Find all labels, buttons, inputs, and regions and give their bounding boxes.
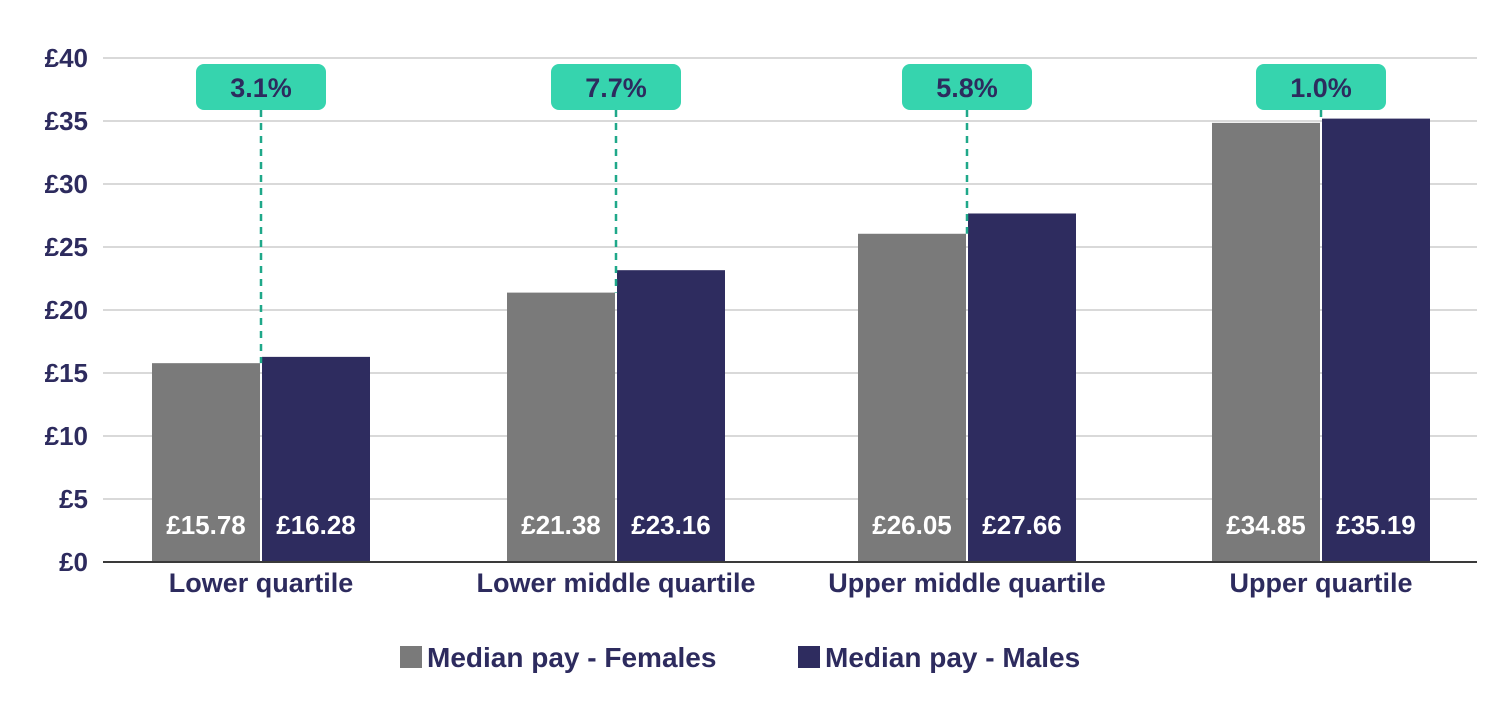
gap-badge	[902, 64, 1032, 110]
gap-badge	[196, 64, 326, 110]
y-tick-label: £30	[45, 169, 88, 199]
x-tick-label: Lower quartile	[169, 568, 354, 598]
legend: Median pay - Females Median pay - Males	[400, 642, 1080, 673]
y-tick-label: £0	[59, 547, 88, 577]
y-tick-label: £25	[45, 232, 88, 262]
bar-males	[262, 356, 370, 562]
gap-badge-label: 5.8%	[936, 73, 998, 103]
legend-label: Median pay - Females	[427, 642, 716, 673]
legend-swatch	[400, 646, 422, 668]
y-tick-label: £35	[45, 106, 88, 136]
gap-badge	[1256, 64, 1386, 110]
gap-badge	[551, 64, 681, 110]
x-tick-label: Lower middle quartile	[476, 568, 755, 598]
bar-value-label: £23.16	[631, 510, 711, 540]
gap-badge-label: 3.1%	[230, 73, 292, 103]
gap-badge-label: 7.7%	[585, 73, 647, 103]
bar-females	[858, 233, 966, 562]
bar-value-label: £21.38	[521, 510, 601, 540]
bar-females	[1212, 122, 1320, 562]
x-tick-label: Upper middle quartile	[828, 568, 1106, 598]
y-tick-label: £10	[45, 421, 88, 451]
bar-value-label: £27.66	[982, 510, 1062, 540]
bar-males	[1322, 118, 1430, 562]
bar-females	[152, 363, 260, 562]
bar-males	[617, 270, 725, 562]
y-tick-label: £20	[45, 295, 88, 325]
y-tick-label: £40	[45, 43, 88, 73]
bar-value-label: £34.85	[1226, 510, 1306, 540]
y-tick-label: £15	[45, 358, 88, 388]
y-tick-label: £5	[59, 484, 88, 514]
bars: £15.78 £16.28 £21.38 £23.16 £26.05 £27.66 £34.…	[152, 118, 1430, 562]
gap-badge-label: 1.0%	[1290, 73, 1352, 103]
bar-females	[507, 292, 615, 562]
bar-value-label: £16.28	[276, 510, 356, 540]
bar-value-label: £35.19	[1336, 510, 1416, 540]
legend-label: Median pay - Males	[825, 642, 1080, 673]
gap-annotations: 3.1% 7.7% 5.8% 1.0%	[196, 64, 1386, 364]
legend-swatch	[798, 646, 820, 668]
axes: £0 £5 £10 £15 £20 £25 £30 £35 £40 Lower quartile L…	[45, 43, 1477, 598]
x-tick-label: Upper quartile	[1229, 568, 1412, 598]
bar-males	[968, 213, 1076, 562]
bar-value-label: £15.78	[166, 510, 246, 540]
bar-value-label: £26.05	[872, 510, 952, 540]
